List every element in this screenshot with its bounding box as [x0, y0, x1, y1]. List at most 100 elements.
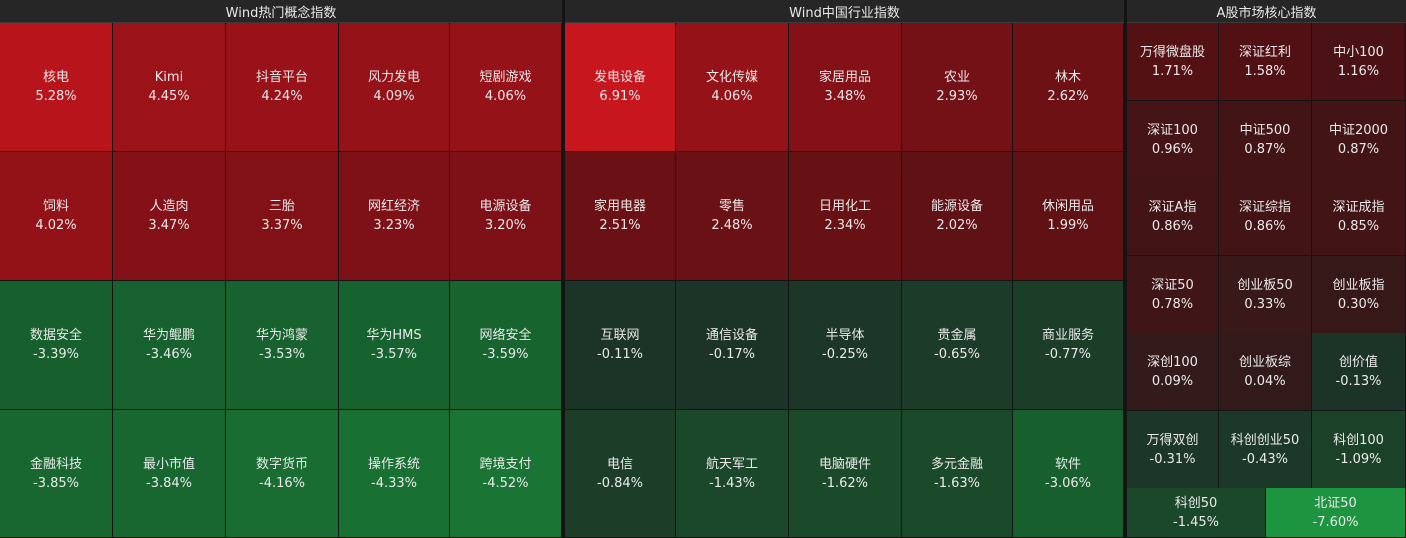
tile-change-percent: 0.78% — [1151, 296, 1194, 312]
heatmap-tile[interactable]: 华为鲲鹏 -3.46% — [113, 281, 226, 410]
tile-change-percent: 2.34% — [824, 218, 866, 233]
tile-change-percent: -0.65% — [934, 347, 980, 362]
tile-change-percent: -3.46% — [146, 347, 192, 362]
heatmap-tile[interactable]: 万得微盘股 1.71% — [1127, 23, 1219, 101]
heatmap-tile[interactable]: 深证成指 0.85% — [1312, 178, 1406, 256]
tile-change-percent: -0.17% — [709, 347, 755, 362]
heatmap-tile[interactable]: 林木 2.62% — [1013, 23, 1124, 152]
tile-name: 发电设备 — [593, 70, 646, 85]
heatmap-tile[interactable]: 网红经济 3.23% — [339, 152, 450, 281]
heatmap-tile[interactable]: 零售 2.48% — [676, 152, 789, 281]
tile-name: 家用电器 — [593, 199, 646, 214]
tile-name: 林木 — [1054, 70, 1081, 85]
tile-name: 科创创业50 — [1230, 432, 1300, 448]
tile-name: 农业 — [943, 70, 970, 85]
heatmap-tile[interactable]: 中证2000 0.87% — [1312, 101, 1406, 179]
heatmap-tile[interactable]: 华为鸿蒙 -3.53% — [226, 281, 339, 410]
tile-name: 操作系统 — [367, 456, 420, 472]
heatmap-tile[interactable]: 电脑硬件 -1.62% — [789, 410, 902, 538]
heatmap-tile[interactable]: 休闲用品 1.99% — [1013, 152, 1124, 281]
heatmap-tile[interactable]: 短剧游戏 4.06% — [450, 23, 562, 152]
heatmap-tile[interactable]: 日用化工 2.34% — [789, 152, 902, 281]
panel-divider — [1124, 0, 1127, 538]
heatmap-tile[interactable]: 跨境支付 -4.52% — [450, 410, 562, 538]
heatmap-tile[interactable]: 中证500 0.87% — [1219, 101, 1312, 179]
tile-change-percent: 2.02% — [936, 218, 978, 233]
tile-name: 华为鸿蒙 — [255, 328, 308, 343]
heatmap-tile[interactable]: 通信设备 -0.17% — [676, 281, 789, 410]
tile-name: 电信 — [606, 456, 633, 472]
heatmap-tile[interactable]: 饲料 4.02% — [0, 152, 113, 281]
panel-wind-hot-concepts: Wind热门概念指数 核电 5.28% Kimi 4.45% 抖音平台 4.24% 风力发电… — [0, 0, 562, 538]
heatmap-tile[interactable]: 中小100 1.16% — [1312, 23, 1406, 101]
panel-title: Wind热门概念指数 — [0, 0, 562, 23]
heatmap-tile[interactable]: 文化传媒 4.06% — [676, 23, 789, 152]
heatmap-tile[interactable]: 科创创业50 -0.43% — [1219, 411, 1312, 489]
heatmap-tile[interactable]: 数字货币 -4.16% — [226, 410, 339, 538]
heatmap-tile[interactable]: 深证红利 1.58% — [1219, 23, 1312, 101]
tile-name: 风力发电 — [367, 70, 420, 85]
tile-change-percent: -4.52% — [482, 475, 529, 491]
heatmap-tile[interactable]: 万得双创 -0.31% — [1127, 411, 1219, 489]
heatmap-tile[interactable]: 半导体 -0.25% — [789, 281, 902, 410]
heatmap-tile[interactable]: 最小市值 -3.84% — [113, 410, 226, 538]
heatmap-tile[interactable]: 家用电器 2.51% — [565, 152, 676, 281]
tile-name: 文化传媒 — [705, 70, 758, 85]
heatmap-tile[interactable]: 抖音平台 4.24% — [226, 23, 339, 152]
heatmap-tile[interactable]: 华为HMS -3.57% — [339, 281, 450, 410]
tile-name: 短剧游戏 — [479, 70, 532, 85]
heatmap-tile[interactable]: 农业 2.93% — [902, 23, 1013, 152]
heatmap-tile[interactable]: 电信 -0.84% — [565, 410, 676, 538]
heatmap-tile[interactable]: 创业板指 0.30% — [1312, 256, 1406, 334]
heatmap-tile[interactable]: 航天军工 -1.43% — [676, 410, 789, 538]
tile-change-percent: 0.33% — [1244, 296, 1286, 312]
heatmap-tile[interactable]: 多元金融 -1.63% — [902, 410, 1013, 538]
heatmap-tile[interactable]: 家居用品 3.48% — [789, 23, 902, 152]
heatmap-tile[interactable]: 互联网 -0.11% — [565, 281, 676, 410]
heatmap-tile[interactable]: 金融科技 -3.85% — [0, 410, 113, 538]
heatmap-tile[interactable]: 贵金属 -0.65% — [902, 281, 1013, 410]
heatmap-tile[interactable]: 深证50 0.78% — [1127, 256, 1219, 334]
tile-name: 网络安全 — [479, 328, 532, 343]
tile-name: 深证A指 — [1148, 199, 1197, 215]
heatmap-tile[interactable]: Kimi 4.45% — [113, 23, 226, 152]
tile-name: 能源设备 — [930, 199, 983, 214]
heatmap-tile[interactable]: 创业板综 0.04% — [1219, 333, 1312, 411]
heatmap-tile[interactable]: 商业服务 -0.77% — [1013, 281, 1124, 410]
heatmap-tile[interactable]: 操作系统 -4.33% — [339, 410, 450, 538]
heatmap-tile[interactable]: 科创50 -1.45% — [1127, 488, 1266, 538]
heatmap-tile[interactable]: 深证100 0.96% — [1127, 101, 1219, 179]
heatmap-tile[interactable]: 深创100 0.09% — [1127, 333, 1219, 411]
heatmap-tile[interactable]: 数据安全 -3.39% — [0, 281, 113, 410]
tile-name: 休闲用品 — [1041, 199, 1094, 214]
heatmap-tile[interactable]: 电源设备 3.20% — [450, 152, 562, 281]
tile-name: 网红经济 — [367, 199, 420, 214]
heatmap-tile[interactable]: 软件 -3.06% — [1013, 410, 1124, 538]
tile-name: 跨境支付 — [479, 456, 532, 472]
tile-name: 抖音平台 — [255, 70, 308, 85]
tile-change-percent: 0.30% — [1337, 296, 1380, 312]
tile-name: 北证50 — [1314, 495, 1357, 511]
heatmap-tile[interactable]: 核电 5.28% — [0, 23, 113, 152]
heatmap-tile[interactable]: 深证综指 0.86% — [1219, 178, 1312, 256]
heatmap-tile[interactable]: 能源设备 2.02% — [902, 152, 1013, 281]
tile-change-percent: 2.62% — [1047, 89, 1089, 104]
tile-name: 半导体 — [825, 328, 865, 343]
heatmap-tile[interactable]: 发电设备 6.91% — [565, 23, 676, 152]
tile-change-percent: 6.91% — [599, 89, 641, 104]
heatmap-tile[interactable]: 三胎 3.37% — [226, 152, 339, 281]
heatmap-tile[interactable]: 深证A指 0.86% — [1127, 178, 1219, 256]
tile-name: 三胎 — [268, 199, 295, 214]
tile-change-percent: -3.53% — [259, 347, 305, 362]
heatmap-tile[interactable]: 网络安全 -3.59% — [450, 281, 562, 410]
heatmap-tile[interactable]: 人造肉 3.47% — [113, 152, 226, 281]
tile-name: 深创100 — [1147, 354, 1198, 370]
heatmap-tile[interactable]: 创业板50 0.33% — [1219, 256, 1312, 334]
tile-change-percent: -3.59% — [482, 347, 529, 362]
heatmap-tile[interactable]: 创价值 -0.13% — [1312, 333, 1406, 411]
tile-name: 中证500 — [1239, 122, 1291, 138]
heatmap-tile[interactable]: 风力发电 4.09% — [339, 23, 450, 152]
heatmap-tile[interactable]: 科创100 -1.09% — [1312, 411, 1406, 489]
tile-change-percent: -1.43% — [709, 475, 755, 491]
heatmap-tile[interactable]: 北证50 -7.60% — [1266, 488, 1406, 538]
